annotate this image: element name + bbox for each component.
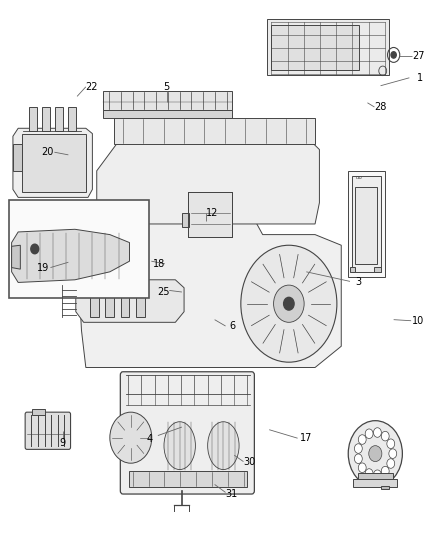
Circle shape <box>358 463 366 473</box>
Polygon shape <box>188 192 232 237</box>
Text: 18: 18 <box>152 259 165 269</box>
Text: 31: 31 <box>225 489 237 499</box>
Polygon shape <box>358 473 393 479</box>
Polygon shape <box>272 25 359 70</box>
Text: 19: 19 <box>37 263 49 272</box>
Ellipse shape <box>164 422 195 470</box>
Circle shape <box>284 297 294 310</box>
Polygon shape <box>350 266 355 272</box>
Text: 6: 6 <box>229 321 235 331</box>
Polygon shape <box>106 285 114 317</box>
Polygon shape <box>42 107 50 131</box>
Text: 22: 22 <box>85 82 98 92</box>
Circle shape <box>348 421 403 487</box>
Circle shape <box>365 469 373 478</box>
Circle shape <box>274 285 304 322</box>
FancyBboxPatch shape <box>120 372 254 494</box>
Polygon shape <box>13 128 92 197</box>
Polygon shape <box>103 91 232 110</box>
Text: 12: 12 <box>206 208 219 219</box>
Polygon shape <box>374 266 381 272</box>
Polygon shape <box>182 213 189 227</box>
Circle shape <box>369 446 382 462</box>
Circle shape <box>358 435 366 445</box>
Circle shape <box>241 245 337 362</box>
Bar <box>10 200 149 298</box>
Circle shape <box>31 244 39 254</box>
Polygon shape <box>76 280 184 322</box>
Circle shape <box>354 454 362 464</box>
Polygon shape <box>32 409 45 415</box>
Polygon shape <box>29 107 37 131</box>
Circle shape <box>389 449 397 458</box>
Polygon shape <box>121 285 130 317</box>
Polygon shape <box>355 187 377 264</box>
Polygon shape <box>353 479 397 487</box>
FancyBboxPatch shape <box>25 412 71 449</box>
Circle shape <box>381 466 389 476</box>
Text: 1: 1 <box>417 73 423 83</box>
Text: 3: 3 <box>356 278 362 287</box>
Polygon shape <box>55 107 63 131</box>
Polygon shape <box>114 118 315 144</box>
Circle shape <box>387 439 395 449</box>
Text: 27: 27 <box>412 51 425 61</box>
Text: 17: 17 <box>300 433 312 443</box>
Text: 25: 25 <box>157 287 170 297</box>
Polygon shape <box>136 285 145 317</box>
Circle shape <box>374 470 381 480</box>
Polygon shape <box>12 229 130 282</box>
Polygon shape <box>90 285 99 317</box>
Text: 5: 5 <box>163 82 170 92</box>
Polygon shape <box>97 123 319 224</box>
Text: 28: 28 <box>374 102 387 112</box>
Circle shape <box>387 459 395 469</box>
Circle shape <box>381 431 389 441</box>
Polygon shape <box>68 107 76 131</box>
Polygon shape <box>79 187 341 368</box>
Text: 30: 30 <box>244 457 256 466</box>
Polygon shape <box>21 134 86 192</box>
Polygon shape <box>348 171 385 277</box>
Polygon shape <box>267 19 389 75</box>
Polygon shape <box>13 144 21 171</box>
Text: uu: uu <box>355 175 362 180</box>
Circle shape <box>354 444 362 454</box>
Circle shape <box>110 412 152 463</box>
Polygon shape <box>12 245 20 269</box>
Text: 9: 9 <box>60 438 66 448</box>
Polygon shape <box>130 471 247 487</box>
Circle shape <box>374 428 381 437</box>
Ellipse shape <box>208 422 239 470</box>
Text: 10: 10 <box>412 316 424 326</box>
Polygon shape <box>381 486 389 489</box>
Polygon shape <box>103 110 232 118</box>
Text: 4: 4 <box>146 434 152 445</box>
Text: 20: 20 <box>42 147 54 157</box>
Polygon shape <box>352 176 381 272</box>
Circle shape <box>365 429 373 439</box>
Circle shape <box>391 52 396 58</box>
